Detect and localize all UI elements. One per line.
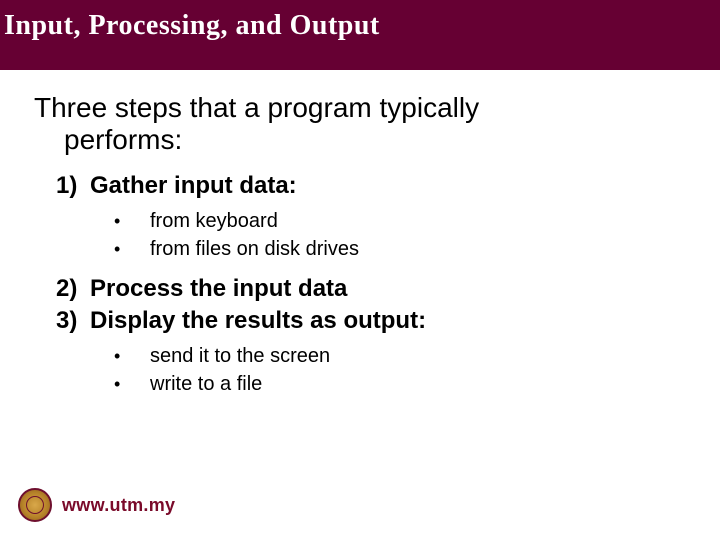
- item-number: 3): [56, 305, 90, 337]
- bullet-text: from files on disk drives: [150, 235, 359, 263]
- footer-site-url: www.utm.my: [62, 495, 175, 516]
- numbered-list: 1) Gather input data:: [34, 170, 700, 202]
- bullet-icon: •: [114, 237, 150, 262]
- bullet-item: • from keyboard: [114, 207, 700, 235]
- bullet-text: send it to the screen: [150, 342, 330, 370]
- bullet-icon: •: [114, 209, 150, 234]
- bullet-text: from keyboard: [150, 207, 278, 235]
- slide-body: Three steps that a program typically per…: [0, 70, 720, 398]
- list-item: 1) Gather input data:: [56, 170, 700, 202]
- item-label: Process the input data: [90, 273, 347, 305]
- bullet-text: write to a file: [150, 370, 262, 398]
- numbered-list: 2) Process the input data 3) Display the…: [34, 273, 700, 338]
- bullet-list: • from keyboard • from files on disk dri…: [34, 207, 700, 263]
- list-item: 2) Process the input data: [56, 273, 700, 305]
- bullet-list: • send it to the screen • write to a fil…: [34, 342, 700, 398]
- slide: Input, Processing, and Output Three step…: [0, 0, 720, 540]
- intro-text: Three steps that a program typically per…: [34, 92, 700, 156]
- intro-line-2: performs:: [34, 124, 182, 155]
- item-number: 2): [56, 273, 90, 305]
- footer: www.utm.my: [18, 488, 175, 522]
- item-label: Gather input data:: [90, 170, 297, 202]
- title-bar: Input, Processing, and Output: [0, 0, 720, 70]
- bullet-icon: •: [114, 344, 150, 369]
- intro-line-1: Three steps that a program typically: [34, 92, 479, 123]
- bullet-item: • send it to the screen: [114, 342, 700, 370]
- list-item: 3) Display the results as output:: [56, 305, 700, 337]
- item-label: Display the results as output:: [90, 305, 426, 337]
- bullet-item: • from files on disk drives: [114, 235, 700, 263]
- utm-logo-icon: [18, 488, 52, 522]
- item-number: 1): [56, 170, 90, 202]
- slide-title: Input, Processing, and Output: [4, 10, 712, 42]
- bullet-item: • write to a file: [114, 370, 700, 398]
- bullet-icon: •: [114, 372, 150, 397]
